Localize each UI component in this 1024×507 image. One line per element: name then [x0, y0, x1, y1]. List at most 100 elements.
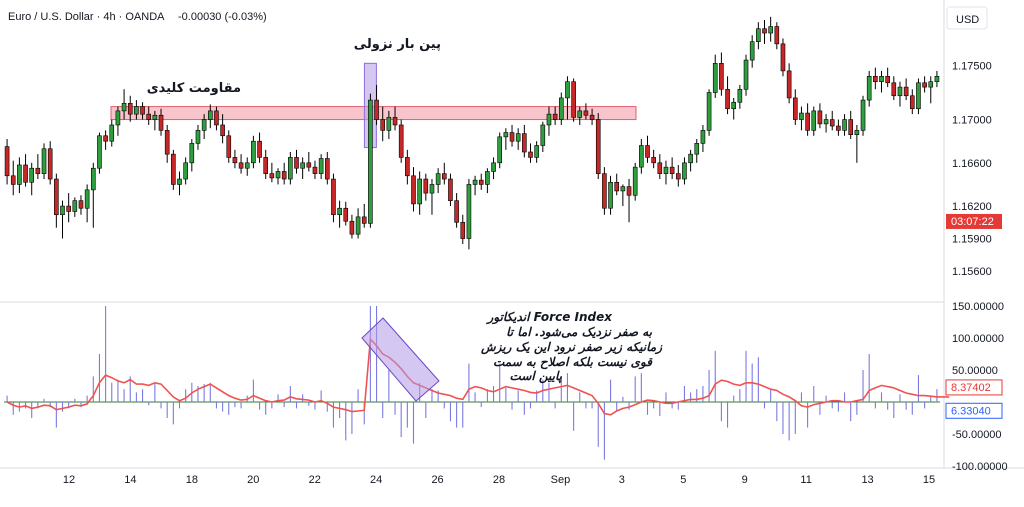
candle — [103, 130, 108, 150]
candle-body — [571, 81, 576, 118]
candle-body — [515, 133, 521, 142]
candle-body — [423, 178, 429, 194]
price-tick-label: 1.17000 — [952, 115, 992, 127]
candles-group — [4, 16, 940, 250]
candle-body — [121, 103, 127, 112]
candle-body — [552, 113, 558, 120]
candle — [337, 200, 342, 228]
candle — [792, 89, 798, 125]
candle-body — [472, 179, 478, 185]
candle — [860, 95, 866, 136]
candle-body — [429, 184, 435, 194]
candle — [109, 119, 115, 147]
candle — [201, 114, 207, 140]
currency-box[interactable] — [946, 6, 988, 30]
candle — [478, 173, 484, 190]
candle-body — [152, 114, 158, 120]
candle — [497, 132, 503, 169]
candle — [349, 214, 355, 239]
candle — [762, 20, 767, 44]
candle — [706, 89, 712, 136]
candle-body — [774, 26, 780, 45]
time-tick-label: Sep — [551, 474, 571, 486]
candle-body — [115, 110, 121, 126]
candle-body — [60, 205, 65, 216]
candle-body — [842, 119, 847, 131]
candle — [540, 121, 546, 152]
candle-body — [694, 143, 700, 155]
candle — [17, 157, 22, 194]
candle — [152, 110, 158, 131]
candle-body — [688, 153, 693, 164]
indicator-axis: 150.00000 100.00000 50.00000 -50.00000 -100.… — [952, 301, 1008, 473]
candle-body — [460, 221, 466, 239]
indicator-tick-label: 50.00000 — [952, 365, 998, 377]
candle-body — [756, 28, 761, 42]
candle-body — [651, 157, 656, 164]
candle — [300, 157, 305, 180]
candle — [491, 157, 496, 180]
candle-body — [620, 186, 626, 192]
candle — [226, 130, 232, 163]
candle — [922, 76, 927, 93]
candle — [140, 102, 145, 120]
candle — [312, 160, 318, 180]
candle-body — [799, 112, 804, 120]
candle-body — [639, 145, 644, 168]
candle-body — [528, 151, 533, 158]
candle — [934, 70, 940, 88]
candle-body — [103, 135, 108, 142]
candle-body — [171, 153, 176, 185]
candle-body — [324, 158, 330, 180]
candle-body — [602, 173, 607, 209]
candle-body — [398, 124, 404, 158]
candle-body — [29, 167, 35, 183]
candle-body — [645, 145, 650, 158]
candle — [682, 157, 687, 185]
candle-body — [306, 162, 312, 168]
candle — [817, 103, 823, 129]
candle — [626, 179, 632, 223]
candle — [602, 167, 607, 215]
candle — [324, 152, 330, 185]
candle-body — [238, 162, 244, 169]
candle — [177, 171, 182, 196]
candle — [897, 81, 903, 107]
candle — [811, 106, 817, 136]
candle — [380, 106, 386, 142]
candle-body — [780, 43, 786, 72]
candle-body — [232, 157, 238, 164]
candle — [47, 141, 53, 185]
candle-body — [706, 92, 712, 131]
candle — [35, 154, 41, 180]
candle — [10, 160, 16, 196]
candle-body — [903, 86, 909, 97]
candle — [90, 162, 96, 228]
candle-body — [312, 166, 318, 174]
candle-body — [4, 146, 10, 177]
candle-body — [725, 88, 730, 110]
candle — [768, 16, 773, 42]
candle-body — [257, 140, 262, 158]
candle-body — [127, 103, 133, 115]
candle — [189, 139, 195, 172]
candle — [509, 124, 515, 147]
time-tick-label: 24 — [370, 474, 382, 486]
candle — [645, 135, 650, 163]
candle-body — [23, 164, 28, 183]
candle-body — [411, 175, 416, 205]
candle — [4, 139, 10, 185]
candle — [577, 106, 583, 125]
candle-body — [608, 181, 613, 209]
symbol-title[interactable]: Euro / U.S. Dollar · 4h · OANDA — [8, 11, 165, 23]
force-line-group — [6, 337, 950, 416]
candle — [294, 149, 299, 174]
candle-body — [626, 186, 632, 196]
countdown-badge — [946, 213, 1002, 229]
time-tick-label: 18 — [186, 474, 198, 486]
candle-body — [72, 200, 78, 212]
candle-body — [41, 148, 47, 174]
time-tick-label: 26 — [431, 474, 443, 486]
candle-body — [392, 117, 398, 126]
candle-body — [331, 178, 336, 216]
